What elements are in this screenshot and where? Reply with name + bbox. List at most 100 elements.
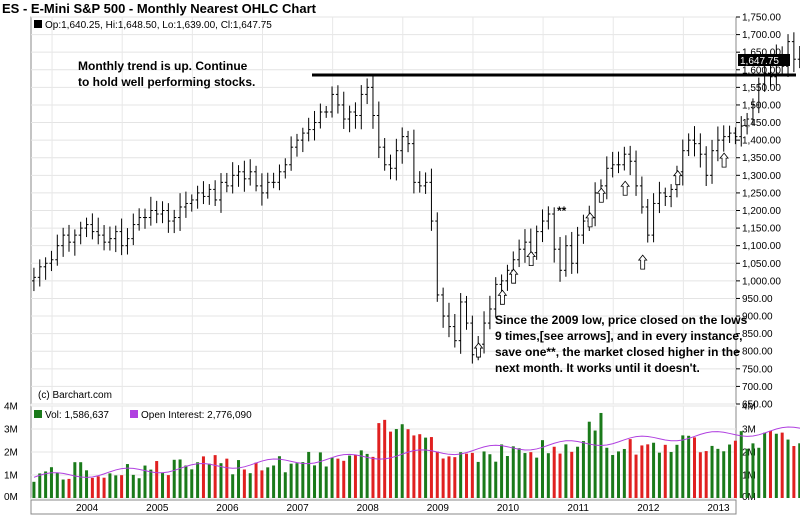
volume-bar <box>190 469 194 498</box>
volume-bar <box>768 430 772 498</box>
price-tick-label: 750.00 <box>742 364 773 375</box>
volume-bar <box>137 478 141 498</box>
volume-bar <box>628 439 632 498</box>
volume-bar <box>657 452 661 498</box>
volume-tick-label-left: 0M <box>4 492 18 503</box>
up-arrow-icon <box>719 152 729 168</box>
volume-bar <box>780 432 784 498</box>
volume-bar <box>348 455 352 498</box>
volume-bar <box>698 452 702 498</box>
annotation-bottom-line-2: 9 times,[see arrows], and in every insta… <box>495 329 742 343</box>
price-tick-label: 1,600.00 <box>742 65 781 76</box>
volume-bar <box>237 460 241 498</box>
volume-bar <box>757 447 761 498</box>
volume-bar <box>786 439 790 498</box>
year-label: 2005 <box>146 503 169 514</box>
volume-bar <box>201 456 205 498</box>
volume-bar <box>166 475 170 498</box>
volume-bar <box>505 456 509 498</box>
volume-bar <box>418 434 422 498</box>
up-arrow-icon <box>637 254 648 270</box>
volume-legend: Vol: 1,586,637 <box>45 410 109 421</box>
volume-bar <box>96 476 100 498</box>
up-arrow-icon <box>508 268 519 284</box>
volume-bar <box>149 469 153 498</box>
year-label: 2007 <box>286 503 309 514</box>
year-label: 2010 <box>497 503 520 514</box>
volume-bar <box>611 455 615 498</box>
volume-bar <box>599 412 603 498</box>
volume-bar <box>640 445 644 498</box>
up-arrow-icon <box>526 250 536 267</box>
volume-bar <box>692 437 696 498</box>
volume-bar <box>792 446 796 498</box>
volume-bar <box>207 463 211 498</box>
volume-bar <box>476 461 480 498</box>
volume-bar <box>710 445 714 498</box>
oi-legend-swatch <box>130 410 138 418</box>
volume-bar <box>459 452 463 498</box>
volume-bar <box>488 454 492 498</box>
volume-bar <box>120 475 124 498</box>
volume-bar <box>336 458 340 498</box>
volume-bar <box>330 457 334 498</box>
volume-bar <box>646 444 650 498</box>
volume-tick-label-left: 3M <box>4 425 18 436</box>
annotation-bottom-line-4: next month. It works until it doesn't. <box>495 361 700 375</box>
volume-bar <box>242 469 246 498</box>
volume-bar <box>371 456 375 498</box>
volume-bar <box>441 458 445 498</box>
up-arrow-icon <box>473 342 484 358</box>
volume-bar <box>733 440 737 498</box>
volume-bar <box>49 467 53 498</box>
volume-bar <box>73 462 77 498</box>
volume-bar <box>213 455 217 498</box>
volume-bar <box>453 457 457 498</box>
volume-legend-swatch <box>34 410 42 418</box>
volume-bar <box>517 448 521 498</box>
price-tick-label: 1,350.00 <box>742 153 781 164</box>
price-tick-label: 850.00 <box>742 329 773 340</box>
volume-bar <box>289 463 293 498</box>
date-axis-panel <box>30 499 737 515</box>
volume-bar <box>687 435 691 498</box>
volume-bar <box>32 481 36 498</box>
volume-tick-label-left: 4M <box>4 402 18 413</box>
volume-bar <box>307 451 311 498</box>
volume-bar <box>424 437 428 498</box>
volume-tick-label-right: 1M <box>742 471 756 482</box>
price-tick-label: 1,400.00 <box>742 136 781 147</box>
volume-bar <box>353 454 357 498</box>
volume-bar <box>739 431 743 498</box>
volume-bar <box>465 453 469 498</box>
price-tick-label: 800.00 <box>742 347 773 358</box>
price-tick-label: 1,750.00 <box>742 13 781 24</box>
volume-bar <box>587 421 591 498</box>
last-price-box <box>738 54 790 66</box>
star-label: ** <box>557 204 567 218</box>
volume-bar <box>61 479 65 498</box>
volume-bar <box>663 444 667 498</box>
volume-bar <box>652 442 656 498</box>
annotation-bottom-line-3: save one**, the market closed higher in … <box>495 345 740 359</box>
volume-bar <box>90 477 94 498</box>
price-tick-label: 700.00 <box>742 382 773 393</box>
volume-bar <box>172 459 176 498</box>
volume-bar <box>593 430 597 498</box>
volume-bar <box>564 444 568 498</box>
credit-text: (c) Barchart.com <box>38 390 112 401</box>
volume-bar <box>763 432 767 498</box>
volume-bar <box>435 451 439 498</box>
price-tick-label: 1,300.00 <box>742 171 781 182</box>
volume-bar <box>389 431 393 498</box>
price-tick-label: 1,150.00 <box>742 224 781 235</box>
volume-bar <box>722 451 726 498</box>
volume-bar <box>412 435 416 498</box>
volume-bar <box>342 460 346 498</box>
open-interest-line <box>33 426 800 478</box>
volume-bar <box>231 474 235 498</box>
volume-bar <box>295 463 299 498</box>
volume-bar <box>523 453 527 498</box>
volume-bar <box>301 462 305 498</box>
